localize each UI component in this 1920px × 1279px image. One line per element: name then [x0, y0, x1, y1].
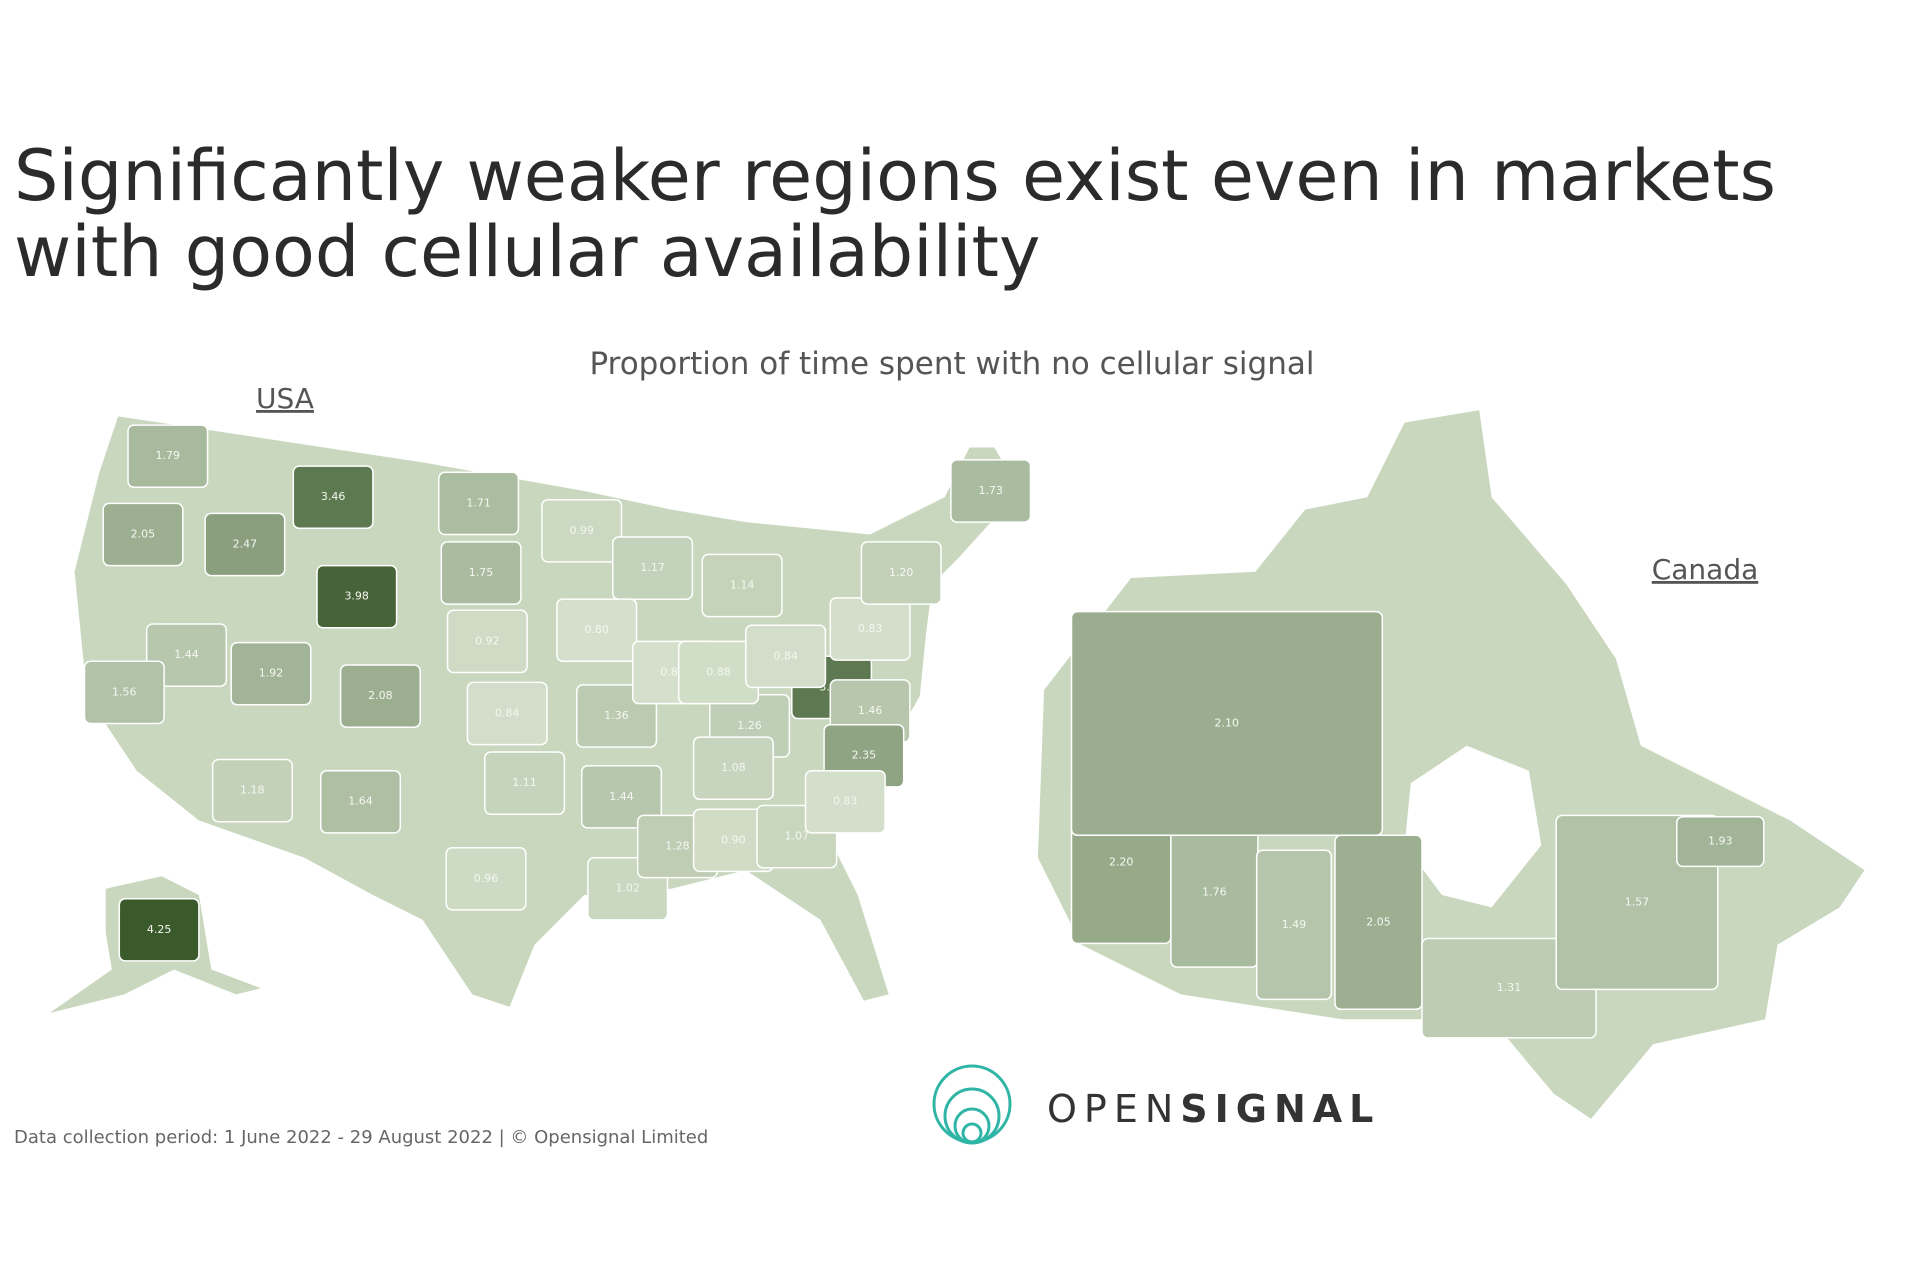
title-line: with good cellular availability — [14, 211, 1040, 293]
region — [804, 769, 886, 834]
region — [446, 609, 528, 674]
region-value: 0.92 — [475, 634, 500, 647]
region — [1676, 815, 1765, 868]
region-value: 1.49 — [1282, 918, 1307, 931]
region-value: 0.84 — [495, 707, 520, 720]
region — [292, 465, 374, 530]
hudson-bay — [1404, 745, 1542, 908]
region — [556, 598, 638, 663]
region-value: 1.17 — [640, 561, 665, 574]
region-value: 2.05 — [1366, 915, 1391, 928]
region-value: 1.44 — [174, 648, 199, 661]
region-value: 1.02 — [615, 882, 640, 895]
region — [230, 641, 312, 706]
region-value: 1.18 — [240, 784, 265, 797]
region-value: 1.73 — [978, 484, 1003, 497]
region-value: 1.28 — [665, 840, 690, 853]
region — [466, 681, 548, 746]
region — [745, 624, 827, 689]
region — [1070, 610, 1384, 837]
region — [484, 751, 566, 815]
region-value: 0.90 — [721, 833, 746, 846]
region — [950, 459, 1032, 523]
region-value: 1.57 — [1625, 895, 1650, 908]
region-value: 0.99 — [569, 524, 594, 537]
region — [580, 764, 663, 829]
region — [860, 541, 942, 605]
country-label: USA — [256, 382, 314, 415]
region-value: 0.80 — [584, 623, 609, 636]
region-tiles: 1.79 2.05 2.47 3.46 3.98 1.71 1.75 0.99 0.92 1.44… — [83, 424, 1765, 1039]
region — [445, 846, 527, 911]
region-value: 1.36 — [604, 709, 629, 722]
region — [211, 758, 293, 823]
region-value: 1.11 — [512, 776, 537, 789]
region — [145, 623, 228, 687]
region-value: 1.93 — [1708, 835, 1733, 848]
region-value: 1.44 — [609, 790, 634, 803]
region-value: 2.47 — [233, 537, 258, 550]
region — [127, 424, 209, 489]
region-value: 1.07 — [785, 830, 810, 843]
region-value: 1.64 — [348, 795, 373, 808]
region-value: 3.46 — [321, 490, 346, 503]
region-value: 1.20 — [889, 566, 914, 579]
country-label: Canada — [1652, 553, 1759, 586]
subtitle: Proportion of time spent with no cellula… — [590, 346, 1315, 382]
region — [440, 541, 522, 605]
region — [204, 512, 286, 577]
region-value: 1.14 — [730, 579, 755, 592]
region — [1255, 849, 1333, 1001]
region — [612, 536, 694, 600]
footer: Data collection period: 1 June 2022 - 29… — [14, 1127, 708, 1148]
region-value: 2.05 — [131, 528, 156, 541]
region — [541, 498, 623, 563]
region-value: 1.76 — [1202, 886, 1227, 899]
region — [339, 664, 421, 728]
region-value: 1.71 — [466, 496, 491, 509]
region-value: 0.96 — [474, 872, 499, 885]
region-value: 1.31 — [1497, 981, 1522, 994]
region-value: 2.10 — [1215, 716, 1240, 729]
region-value: 3.98 — [344, 590, 369, 603]
region-value: 4.25 — [147, 923, 172, 936]
region — [102, 502, 184, 567]
logo — [932, 1064, 1012, 1145]
region — [118, 897, 200, 962]
logo-text: OPENSIGNAL — [1047, 1087, 1380, 1131]
logo-bold: SIGNAL — [1180, 1087, 1380, 1131]
title-line: Significantly weaker regions exist even … — [14, 135, 1776, 217]
region — [701, 553, 783, 618]
region-value: 0.88 — [706, 666, 731, 679]
region-value: 1.26 — [737, 719, 762, 732]
region — [316, 564, 398, 629]
region — [692, 736, 774, 801]
region-value: 1.08 — [721, 761, 746, 774]
region-value: 1.79 — [156, 449, 181, 462]
region-value: 1.92 — [259, 667, 284, 680]
region — [319, 769, 402, 834]
region-value: 1.75 — [469, 566, 494, 579]
region-value: 2.20 — [1109, 856, 1134, 869]
logo-light: OPEN — [1047, 1087, 1180, 1131]
region-value: 2.35 — [852, 749, 877, 762]
region — [438, 471, 520, 536]
region-value: 1.56 — [112, 685, 137, 698]
region-value: 0.83 — [833, 795, 858, 808]
region-value: 1.46 — [858, 704, 883, 717]
region-value: 0.84 — [773, 649, 798, 662]
region — [83, 660, 165, 725]
region-value: 2.08 — [368, 689, 393, 702]
region-value: 0.83 — [858, 622, 883, 635]
